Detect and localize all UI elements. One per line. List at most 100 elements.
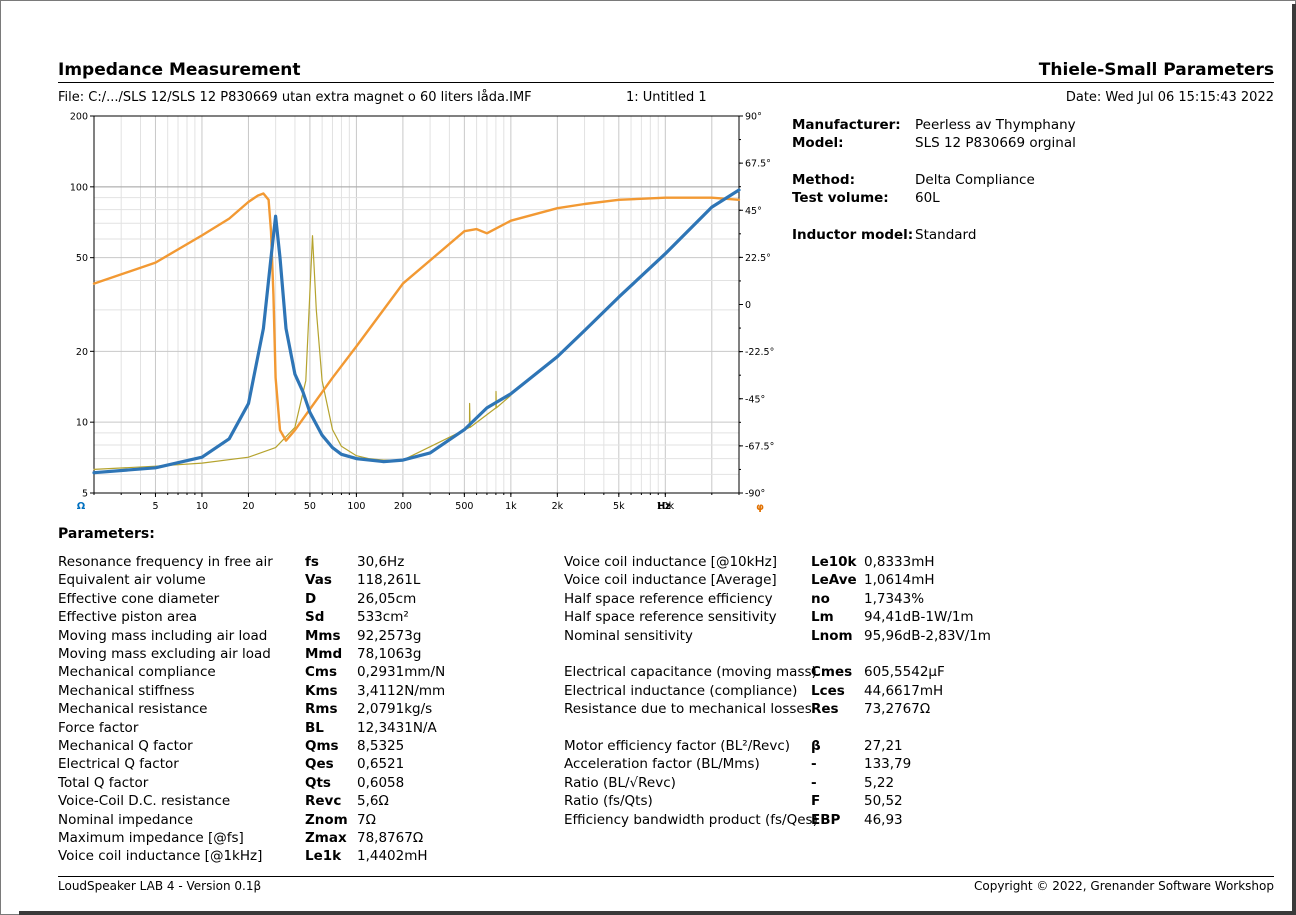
param-symbol: Rms: [305, 701, 338, 718]
y-right-tick-label: -22.5°: [745, 347, 774, 358]
param-value: 78,1063g: [357, 646, 422, 662]
y-left-tick-label: 5: [82, 489, 88, 500]
param-symbol: Zmax: [305, 830, 347, 846]
param-symbol: Qes: [305, 756, 334, 773]
y-left-tick-label: 100: [70, 182, 88, 193]
param-value: 118,261L: [357, 572, 421, 589]
param-value: 95,96dB-2,83V/1m: [864, 627, 991, 644]
param-symbol: EBP: [811, 811, 841, 828]
x-tick-label: 2k: [552, 501, 564, 512]
param-name: Motor efficiency factor (BL²/Revc): [564, 738, 791, 754]
y-left-tick-label: 50: [76, 253, 88, 264]
header-rule: [58, 82, 1274, 83]
impedance-chart: 5 10 20 50 100 200 90° 67.5° 45° 22.5° 0 -22.5° -45°…: [70, 112, 774, 514]
param-value: 50,52: [864, 793, 903, 810]
x-tick-label: 1k: [505, 501, 517, 512]
param-symbol: D: [305, 590, 317, 607]
param-symbol: β: [811, 738, 821, 754]
param-symbol: Le1k: [305, 848, 342, 865]
param-value: 92,2573g: [357, 627, 422, 644]
param-name: Ratio (fs/Qts): [564, 793, 653, 810]
x-tick-label: 20: [242, 501, 254, 512]
param-value: 30,6Hz: [357, 554, 405, 570]
parameters-title: Parameters:: [58, 526, 155, 542]
page-shadow-right: [1292, 4, 1296, 915]
param-symbol: -: [811, 774, 817, 791]
param-symbol: Vas: [305, 572, 332, 589]
x-tick-label: 500: [455, 501, 473, 512]
param-name: Mechanical stiffness: [58, 682, 195, 699]
param-name: Resonance frequency in free air: [58, 554, 273, 570]
y-left-tick-label: 20: [76, 347, 88, 358]
param-symbol: Le10k: [811, 554, 857, 570]
param-value: 7Ω: [357, 811, 376, 828]
footer-rule: [58, 876, 1274, 877]
param-value: 133,79: [864, 756, 912, 773]
param-symbol: Lm: [811, 609, 834, 626]
param-symbol: Mms: [305, 627, 341, 644]
y-left-axis-label: Ω: [77, 501, 86, 512]
impedance-title: Impedance Measurement: [58, 60, 301, 80]
param-name: Mechanical resistance: [58, 701, 208, 718]
param-symbol: Cmes: [811, 664, 853, 681]
param-name: Voice coil inductance [Average]: [564, 572, 777, 589]
footer-copyright: Copyright © 2022, Grenander Software Wor…: [973, 879, 1274, 893]
y-right-tick-label: -67.5°: [745, 441, 774, 452]
param-name: Maximum impedance [@fs]: [58, 830, 244, 846]
test-volume-value: 60L: [915, 190, 940, 206]
param-symbol: Kms: [305, 682, 338, 699]
param-symbol: Mmd: [305, 646, 343, 662]
model-label: Model:: [792, 135, 844, 151]
x-tick-label: 50: [304, 501, 316, 512]
param-name: Efficiency bandwidth product (fs/Qes): [564, 811, 818, 828]
param-value: 3,4112N/mm: [357, 682, 446, 699]
untitled-label: 1: Untitled 1: [626, 90, 707, 105]
y-right-tick-label: -45°: [745, 394, 765, 405]
y-right-tick-label: -90°: [745, 489, 765, 500]
param-value: 94,41dB-1W/1m: [864, 609, 974, 626]
x-axis-label: Hz: [657, 501, 671, 512]
param-name: Half space reference sensitivity: [564, 609, 777, 626]
param-symbol: F: [811, 793, 821, 810]
param-name: Electrical Q factor: [58, 756, 179, 773]
param-value: 26,05cm: [357, 590, 417, 607]
param-symbol: Res: [811, 701, 839, 718]
param-symbol: fs: [305, 554, 319, 570]
param-name: Electrical capacitance (moving mass): [564, 664, 817, 681]
param-value: 12,3431N/A: [357, 719, 437, 736]
param-value: 605,5542µF: [864, 664, 945, 681]
param-symbol: Lnom: [811, 627, 853, 644]
param-value: 0,2931mm/N: [357, 664, 446, 681]
y-right-axis-label: φ: [756, 502, 764, 513]
param-name: Ratio (BL/√Revc): [564, 774, 676, 791]
impedance-phase-line: [92, 192, 741, 442]
param-value: 5,22: [864, 774, 895, 791]
y-right-tick-label: 0: [745, 300, 751, 311]
y-right-tick-label: 67.5°: [745, 159, 771, 170]
param-name: Total Q factor: [58, 774, 149, 791]
param-name: Mechanical compliance: [58, 664, 216, 681]
param-value: 0,8333mH: [864, 554, 935, 570]
y-right-tick-label: 22.5°: [745, 253, 771, 264]
param-value: 5,6Ω: [357, 793, 389, 810]
param-symbol: Revc: [305, 793, 342, 810]
param-value: 1,4402mH: [357, 848, 428, 865]
y-left-tick-label: 10: [76, 418, 88, 429]
param-value: 78,8767Ω: [357, 830, 424, 846]
param-name: Resistance due to mechanical losses: [564, 701, 812, 718]
param-name: Force factor: [58, 719, 139, 736]
param-name: Equivalent air volume: [58, 572, 206, 589]
y-right-tick-label: 45°: [745, 206, 762, 217]
param-symbol: Znom: [305, 811, 348, 828]
param-symbol: Sd: [305, 609, 325, 626]
param-value: 2,0791kg/s: [357, 701, 433, 718]
param-name: Electrical inductance (compliance): [564, 682, 798, 699]
param-name: Effective piston area: [58, 609, 198, 626]
manufacturer-value: Peerless av Thymphany: [915, 117, 1076, 133]
param-name: Voice coil inductance [@1kHz]: [58, 848, 263, 865]
param-value: 1,7343%: [864, 590, 925, 607]
param-symbol: BL: [305, 719, 324, 736]
page-shadow-bottom: [19, 911, 1296, 915]
manufacturer-label: Manufacturer:: [792, 117, 901, 133]
plot-background: [94, 116, 739, 493]
